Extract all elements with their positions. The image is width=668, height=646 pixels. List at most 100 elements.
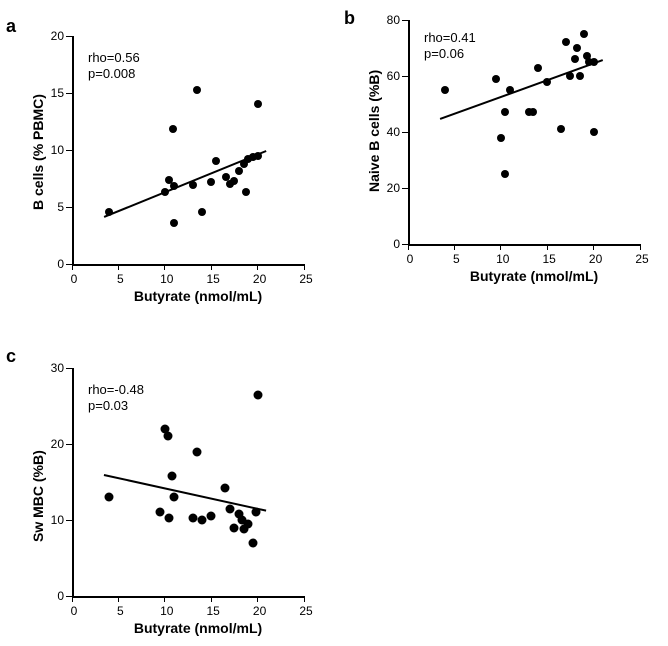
panel-label-a: a (6, 16, 16, 37)
x-tick (640, 244, 641, 250)
x-tick (72, 596, 73, 602)
data-point (165, 514, 174, 523)
data-point (590, 128, 598, 136)
data-point (235, 167, 243, 175)
y-tick (66, 264, 72, 265)
stats-b: rho=0.41 p=0.06 (424, 30, 476, 61)
data-point (497, 134, 505, 142)
data-point (188, 514, 197, 523)
trend-line-b (440, 59, 603, 119)
y-tick (402, 76, 408, 77)
x-tick (118, 264, 119, 270)
data-point (557, 125, 565, 133)
y-tick (66, 150, 72, 151)
x-tick (500, 244, 501, 250)
trend-line-c (104, 474, 267, 511)
data-point (221, 484, 230, 493)
x-tick (408, 244, 409, 250)
y-tick (66, 36, 72, 37)
y-tick-label: 20 (42, 29, 64, 43)
x-tick (164, 264, 165, 270)
x-tick (72, 264, 73, 270)
data-point (580, 30, 588, 38)
x-tick-label: 0 (400, 252, 420, 266)
x-axis-b (408, 244, 640, 246)
x-tick (257, 596, 258, 602)
y-axis-title-a: B cells (% PBMC) (30, 94, 46, 210)
y-axis-title-b: Naive B cells (%B) (366, 70, 382, 192)
x-tick-label: 0 (64, 604, 84, 618)
x-tick (211, 596, 212, 602)
y-tick (66, 93, 72, 94)
y-axis-title-c: Sw MBC (%B) (30, 450, 46, 542)
x-axis-c (72, 596, 304, 598)
data-point (168, 471, 177, 480)
x-tick-label: 15 (203, 604, 223, 618)
y-axis-b (408, 20, 410, 244)
x-tick (304, 596, 305, 602)
data-point (193, 86, 201, 94)
y-tick (402, 20, 408, 21)
data-point (207, 178, 215, 186)
x-tick-label: 5 (110, 272, 130, 286)
panel-label-b: b (344, 8, 355, 29)
x-tick (211, 264, 212, 270)
x-tick (304, 264, 305, 270)
data-point (230, 177, 238, 185)
data-point (193, 447, 202, 456)
y-axis-c (72, 368, 74, 596)
data-point (242, 188, 250, 196)
data-point (576, 72, 584, 80)
x-tick-label: 25 (296, 604, 316, 618)
x-tick-label: 10 (493, 252, 513, 266)
trend-line-a (104, 150, 267, 218)
x-tick (257, 264, 258, 270)
data-point (170, 219, 178, 227)
data-point (225, 504, 234, 513)
data-point (253, 390, 262, 399)
data-point (198, 208, 206, 216)
data-point (501, 108, 509, 116)
x-tick-label: 20 (250, 604, 270, 618)
data-point (244, 519, 253, 528)
x-tick-label: 5 (446, 252, 466, 266)
data-point (170, 493, 179, 502)
y-tick-label: 80 (378, 13, 400, 27)
x-tick-label: 25 (632, 252, 652, 266)
data-point (212, 157, 220, 165)
x-tick-label: 25 (296, 272, 316, 286)
data-point (248, 538, 257, 547)
x-tick (118, 596, 119, 602)
data-point (571, 55, 579, 63)
y-tick (66, 444, 72, 445)
data-point (254, 100, 262, 108)
data-point (573, 44, 581, 52)
x-tick-label: 15 (539, 252, 559, 266)
y-tick-label: 30 (42, 361, 64, 375)
stats-c: rho=-0.48 p=0.03 (88, 382, 144, 413)
data-point (163, 432, 172, 441)
stats-a: rho=0.56 p=0.008 (88, 50, 140, 81)
data-point (169, 125, 177, 133)
y-tick (66, 596, 72, 597)
x-tick-label: 10 (157, 604, 177, 618)
data-point (529, 108, 537, 116)
x-tick (593, 244, 594, 250)
data-point (492, 75, 500, 83)
y-tick (402, 188, 408, 189)
x-tick-label: 20 (250, 272, 270, 286)
data-point (501, 170, 509, 178)
data-point (230, 523, 239, 532)
x-axis-title-c: Butyrate (nmol/mL) (118, 620, 278, 636)
y-axis-a (72, 36, 74, 264)
y-tick-label: 20 (42, 437, 64, 451)
x-axis-title-a: Butyrate (nmol/mL) (118, 288, 278, 304)
y-tick (66, 368, 72, 369)
x-tick (164, 596, 165, 602)
x-tick-label: 20 (586, 252, 606, 266)
y-tick (402, 244, 408, 245)
data-point (156, 508, 165, 517)
y-tick (66, 520, 72, 521)
y-tick-label: 0 (42, 589, 64, 603)
y-tick (66, 207, 72, 208)
